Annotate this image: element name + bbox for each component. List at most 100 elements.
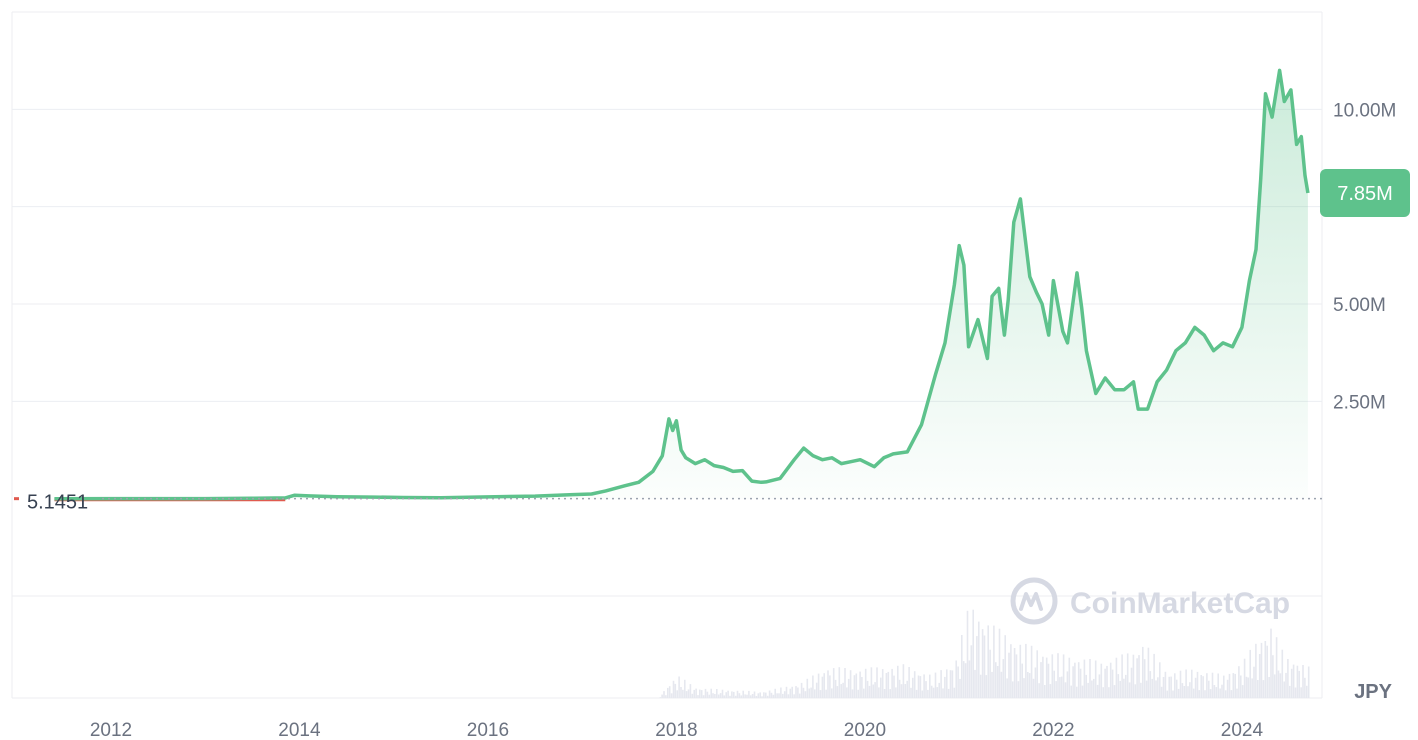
volume-bar [864,668,867,698]
volume-bar [782,693,784,698]
volume-bar [819,690,822,698]
volume-bar [898,679,901,698]
volume-bar [808,688,810,698]
volume-bar [991,671,993,698]
volume-bar [985,675,988,698]
volume-bar [817,673,820,698]
volume-bar [951,670,954,698]
volume-bar [1268,677,1270,698]
volume-bar [699,689,701,698]
volume-bar [1047,663,1050,698]
volume-bar [1159,662,1161,698]
volume-bar [684,679,686,698]
volume-bar [962,661,965,698]
volume-bar [1185,669,1187,698]
volume-bar [716,689,718,698]
volume-bar [1036,650,1038,698]
volume-bar [1030,645,1033,698]
volume-bar [847,678,850,698]
volume-bar [1025,643,1027,698]
volume-bar [1126,653,1129,698]
volume-bar [757,693,760,698]
volume-bar [1138,655,1140,698]
volume-bar [885,673,888,698]
volume-bar [944,676,946,698]
volume-bar [768,690,771,698]
volume-bar [1296,665,1299,698]
volume-bar [1304,677,1306,698]
volume-bar [1008,652,1010,698]
volume-bar [1170,676,1172,698]
volume-bar [1234,673,1236,698]
volume-bar [1091,680,1093,698]
volume-bar [993,625,995,698]
volume-bar [1066,671,1069,698]
volume-bar [849,670,852,698]
volume-bar [1045,657,1048,698]
volume-bar [1102,687,1104,698]
volume-bar [659,697,662,698]
volume-bar [1155,680,1157,698]
volume-bar [1140,682,1142,698]
volume-bar [964,663,967,698]
volume-bar [1243,658,1246,698]
volume-bar [1211,672,1214,698]
volume-bar [1059,677,1061,698]
volume-bar [1228,673,1231,698]
volume-bar [1076,686,1078,698]
volume-bar [1172,690,1174,698]
volume-bar [959,678,961,698]
volume-bar [814,689,816,698]
x-tick-label-2: 2016 [467,720,509,740]
volume-bar [1142,646,1144,698]
volume-bar [700,690,703,698]
volume-bar [946,669,948,698]
volume-bar [968,660,971,698]
volume-bar [942,688,944,698]
volume-bar [947,688,950,698]
volume-bar [1200,675,1202,698]
volume-bar [1083,659,1086,698]
volume-bar [806,678,809,698]
volume-bar [904,684,907,698]
volume-bar [1094,660,1097,698]
volume-bar [1232,673,1235,698]
volume-bar [872,684,875,698]
baseline-label: 5.1451 [27,492,88,514]
coinmarketcap-logo-icon [1010,577,1058,625]
volume-bar [1111,669,1114,698]
volume-bar [689,684,692,698]
volume-bar [857,689,859,698]
volume-bar [987,625,989,698]
volume-bar [1130,667,1133,698]
volume-bar [900,684,903,698]
volume-bar [1162,677,1165,698]
volume-bar [970,645,973,698]
volume-bar [949,670,952,698]
volume-bar [1251,678,1253,698]
volume-bar [761,696,763,698]
volume-bar [1081,685,1084,698]
volume-bar [744,694,746,698]
volume-bar [740,695,743,698]
volume-bar [1149,671,1152,698]
volume-bar [1198,690,1201,698]
volume-bar [1104,668,1106,698]
volume-bar [736,690,739,698]
volume-bar [1145,680,1148,698]
volume-bar [957,666,959,698]
volume-bar [687,689,690,698]
volume-bar [693,689,695,698]
x-tick-label-4: 2020 [844,720,886,740]
volume-bar [846,687,848,698]
volume-bar [1032,678,1035,698]
volume-bar [682,689,684,698]
volume-bar [810,687,812,698]
volume-bar [1087,682,1089,698]
volume-bar [798,693,801,698]
volume-bar [844,668,846,698]
volume-bar [1077,662,1080,698]
volume-bar [1292,664,1295,698]
volume-bar [1230,690,1233,698]
volume-bar [1289,685,1291,698]
